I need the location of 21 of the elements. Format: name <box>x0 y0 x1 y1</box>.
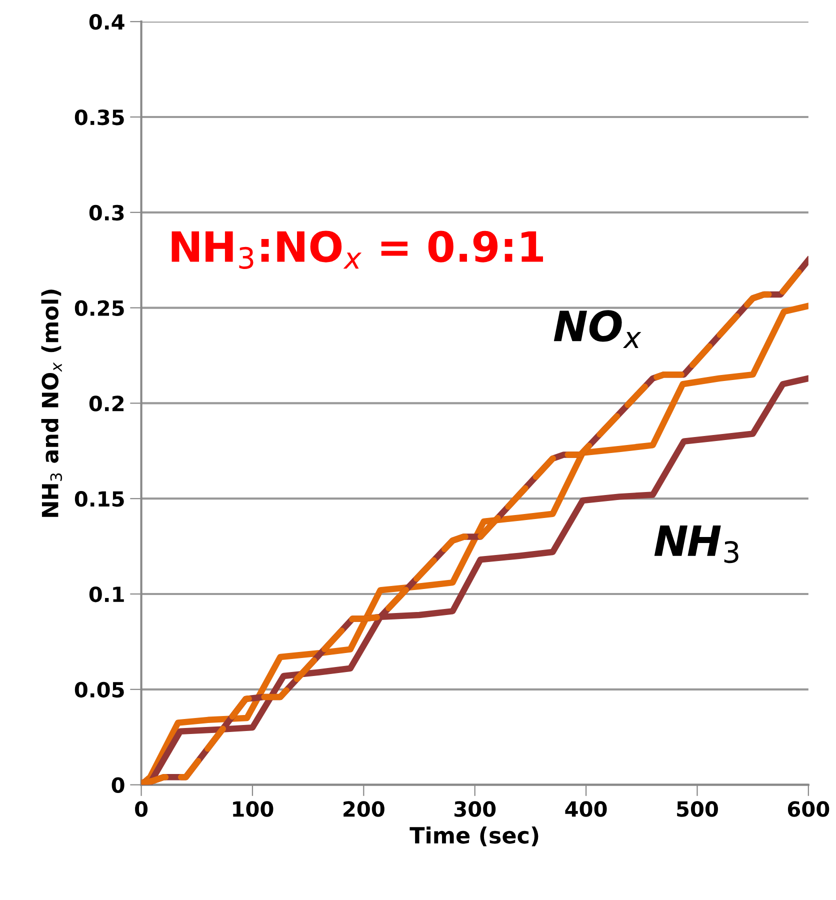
y-tick-label: 0.15 <box>74 491 124 507</box>
x-tick-label: 600 <box>788 801 830 817</box>
y-tick-label: 0 <box>112 777 124 794</box>
x-tick-label: 200 <box>344 801 384 817</box>
y-tick-label: 0.2 <box>89 396 124 412</box>
x-axis-title: Time (sec) <box>410 826 538 846</box>
y-tick-label: 0.25 <box>74 300 124 316</box>
x-tick-label: 100 <box>233 801 274 817</box>
x-tick-label: 0 <box>135 801 148 817</box>
annotation: NH$_{3}$ <box>654 525 738 564</box>
annotation: NO$_{x}$ <box>554 310 642 348</box>
x-tick-label: 300 <box>454 801 496 817</box>
y-tick-label: 0.3 <box>89 204 124 221</box>
x-tick-label: 500 <box>677 801 718 817</box>
y-tick-label: 0.4 <box>89 14 124 30</box>
y-tick-label: 0.05 <box>74 682 124 698</box>
y-tick-label: 0.35 <box>74 109 124 126</box>
y-axis-title: NH$_{3}$ and NO$_{x}$ (mol) <box>41 290 62 517</box>
x-tick-label: 400 <box>565 801 607 817</box>
y-tick-label: 0.1 <box>89 586 124 602</box>
annotation: NH$_{3}$:NO$_{x}$ = 0.9:1 <box>172 230 543 269</box>
